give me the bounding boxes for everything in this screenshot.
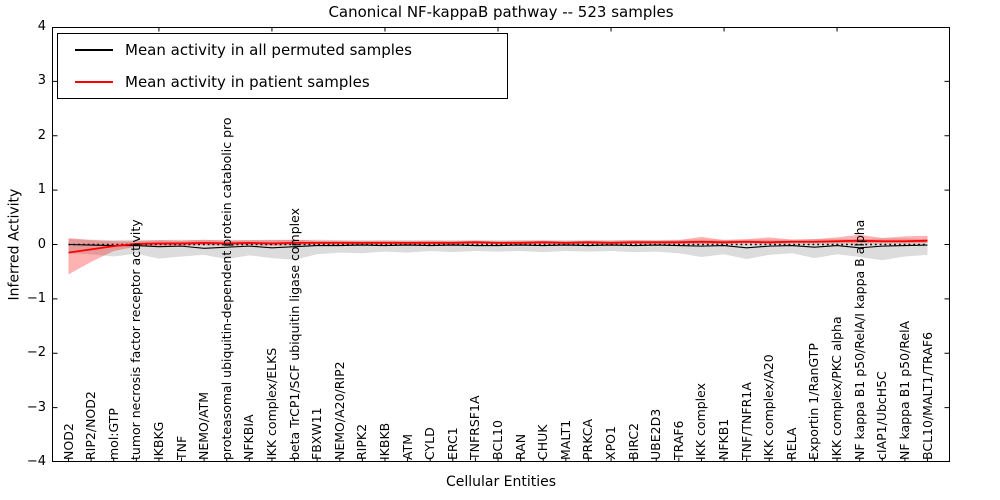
x-tick-label: TNF <box>173 435 189 460</box>
x-tick-label: TRAF6 <box>670 420 686 460</box>
x-tick-label: NEMO/A20/RIP2 <box>331 361 347 460</box>
x-tick-label: CHUK <box>535 424 551 460</box>
x-tick-label: IKBKB <box>376 422 392 460</box>
x-tick-label: NEMO/ATM <box>196 391 212 460</box>
legend-line-sample-red <box>75 81 113 83</box>
x-tick-label: BCL10 <box>490 420 505 460</box>
x-tick-label: FBXW11 <box>309 407 325 460</box>
legend: Mean activity in all permuted samples Me… <box>57 33 508 99</box>
x-tick-label: NFKBIA <box>241 414 257 460</box>
x-tick-label: cIAP1/UbcH5C <box>874 371 890 460</box>
permuted-mean-line <box>68 243 928 249</box>
y-tick-label: 3 <box>37 73 46 89</box>
x-tick-label: tumor necrosis factor receptor activity <box>128 219 144 460</box>
plot-area <box>52 27 950 462</box>
legend-item: Mean activity in all permuted samples <box>58 34 507 66</box>
y-tick-label: 1 <box>37 182 46 198</box>
x-tick-label: MALT1 <box>557 419 573 460</box>
legend-line-sample-black <box>75 49 113 51</box>
x-tick-label: IKK complex/PKC alpha <box>829 316 845 460</box>
x-tick-label: beta TrCP1/SCF ubiquitin ligase complex <box>286 208 302 460</box>
y-tick-label: −2 <box>26 345 46 361</box>
x-tick-label: NF kappa B1 p50/RelA/I kappa B alpha <box>851 219 867 460</box>
x-tick-label: XPO1 <box>603 426 619 460</box>
y-tick-label: −1 <box>26 290 46 306</box>
legend-item: Mean activity in patient samples <box>58 66 507 98</box>
x-tick-label: Exportin 1/RanGTP <box>806 343 822 460</box>
x-tick-label: mol:GTP <box>105 408 121 460</box>
x-tick-label: ATM <box>399 433 415 460</box>
legend-item-label: Mean activity in all permuted samples <box>125 41 412 59</box>
patient-mean-line <box>68 239 928 254</box>
x-tick-label: PRKCA <box>580 418 596 460</box>
patient-samples-range-band <box>68 234 928 275</box>
x-tick-label: TNF/TNFR1A <box>738 382 754 460</box>
legend-item-label: Mean activity in patient samples <box>125 73 370 91</box>
y-tick-label: 0 <box>37 236 46 252</box>
x-tick-label: NFKB1 <box>716 418 732 460</box>
x-tick-label: CYLD <box>422 427 438 460</box>
x-tick-label: RELA <box>783 427 799 460</box>
x-tick-label: TNFRSF1A <box>467 395 483 461</box>
plot-border <box>52 27 950 462</box>
x-tick-label: proteasomal ubiquitin-dependent protein … <box>218 117 234 460</box>
x-tick-label: NF kappa B1 p50/RelA <box>896 320 912 460</box>
x-tick-label: RIPK2 <box>354 423 370 460</box>
x-tick-label: BIRC2 <box>625 422 641 460</box>
x-tick-label: UBE2D3 <box>648 408 664 460</box>
x-axis-label: Cellular Entities <box>445 474 557 490</box>
y-tick-label: −3 <box>26 399 46 415</box>
chart-title: Canonical NF-kappaB pathway -- 523 sampl… <box>328 3 674 21</box>
x-tick-label: ERC1 <box>444 427 460 460</box>
y-tick-label: 4 <box>37 19 46 34</box>
x-tick-label: RAN <box>512 433 528 460</box>
x-tick-label: IKBKG <box>150 421 166 460</box>
x-tick-label: BCL10/MALT1/TRAF6 <box>919 331 935 460</box>
x-tick-label: IKK complex/A20 <box>761 354 777 460</box>
y-tick-label: 2 <box>37 127 46 143</box>
x-tick-label: IKK complex <box>693 382 709 460</box>
x-tick-label: IKK complex/ELKS <box>263 347 279 460</box>
y-tick-label: −4 <box>26 454 46 469</box>
x-tick-label: NOD2 <box>60 423 76 460</box>
x-tick-label: RIP2/NOD2 <box>83 391 99 460</box>
